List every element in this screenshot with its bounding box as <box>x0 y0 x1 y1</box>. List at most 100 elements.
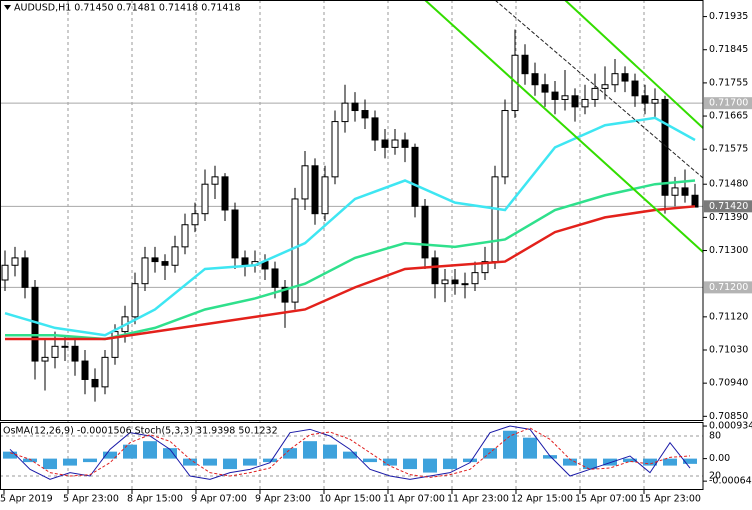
candle-body <box>151 257 159 263</box>
candle-body <box>91 378 99 388</box>
y-tick-label: 0.71120 <box>709 311 748 322</box>
candle-body <box>661 98 669 196</box>
candle-body <box>311 165 319 215</box>
osma-bar <box>183 458 197 466</box>
x-tick-label: 11 Apr 07:00 <box>383 494 445 505</box>
candle-body <box>471 272 479 285</box>
candle-body <box>371 117 379 141</box>
y-tick-label: 0.71755 <box>709 77 748 88</box>
candle-body <box>181 224 189 248</box>
osma-bar <box>623 458 637 463</box>
osma-bar <box>23 458 37 463</box>
candle-body <box>221 176 229 211</box>
osma-bar <box>443 458 457 470</box>
x-tick-label: 9 Apr 07:00 <box>191 494 247 505</box>
osma-bar <box>223 458 237 470</box>
candle-body <box>501 110 509 178</box>
x-tick-label: 9 Apr 23:00 <box>255 494 311 505</box>
y-tick-label: 0.71480 <box>709 179 748 190</box>
osma-bar <box>423 458 437 473</box>
candle-body <box>441 279 449 285</box>
candle-body <box>331 121 339 178</box>
osc-y2-tick-label: 80 <box>709 431 721 442</box>
price-frame <box>0 0 704 421</box>
candle-body <box>111 331 119 358</box>
y-tick-label: 0.71390 <box>709 212 748 223</box>
osma-bar <box>343 451 357 459</box>
y-tick-label: 0.70940 <box>709 378 748 389</box>
candle-body <box>381 139 389 148</box>
x-tick-label: 8 Apr 15:00 <box>127 494 183 505</box>
osc-y-tick-label: 0.000934 <box>709 421 752 432</box>
symbol-icon <box>4 5 11 10</box>
candle-body <box>271 268 279 288</box>
osma-bar <box>503 430 517 459</box>
level-label: 0.71200 <box>709 282 748 293</box>
y-tick-label: 0.71030 <box>709 345 748 356</box>
candle-body <box>561 95 569 100</box>
osma-bar <box>203 458 217 466</box>
osc-y-tick-label: -0.000646 <box>709 476 752 487</box>
candle-body <box>141 257 149 285</box>
level-label-box <box>704 281 752 294</box>
stoch-signal-line <box>9 427 691 478</box>
osc-y-tick-label: 0.00 <box>709 453 730 464</box>
candle-body <box>591 87 599 100</box>
osma-bar <box>243 458 257 466</box>
candle-body <box>521 54 529 75</box>
candle-body <box>611 73 619 86</box>
level-label: 0.71420 <box>709 201 748 212</box>
candle-body <box>21 257 29 288</box>
x-tick-label: 12 Apr 15:00 <box>511 494 573 505</box>
osma-bar <box>523 437 537 459</box>
candle-body <box>41 356 49 362</box>
osma-bar <box>603 458 617 466</box>
candle-body <box>301 165 309 200</box>
candle-body <box>671 187 679 196</box>
candle-body <box>211 176 219 185</box>
candle-body <box>581 98 589 108</box>
osma-bar <box>483 448 497 459</box>
candle-body <box>641 95 649 104</box>
osma-bar <box>663 458 677 466</box>
candle-body <box>451 279 459 285</box>
candle-body <box>491 176 499 263</box>
osma-bar <box>263 458 277 463</box>
candle-body <box>101 356 109 388</box>
candle-body <box>411 146 419 207</box>
candle-body <box>191 213 199 226</box>
y-tick-label: 0.71935 <box>709 11 748 22</box>
osma-bar <box>123 444 137 459</box>
x-tick-label: 15 Apr 23:00 <box>639 494 701 505</box>
candle-body <box>11 257 19 266</box>
candle-body <box>541 84 549 93</box>
price-panel <box>0 29 703 402</box>
osma-bar <box>563 458 577 466</box>
candle-body <box>51 345 59 358</box>
y-tick-label: 0.71665 <box>709 111 748 122</box>
y-tick-label: 0.71845 <box>709 44 748 55</box>
y-tick-label: 0.71300 <box>709 245 748 256</box>
osma-bar <box>323 444 337 459</box>
x-tick-label: 5 Apr 23:00 <box>63 494 119 505</box>
osma-bar <box>363 458 377 463</box>
trend-line <box>424 0 704 253</box>
osma-bar <box>283 448 297 459</box>
level-label: 0.71700 <box>709 98 748 109</box>
osma-bar <box>63 458 77 466</box>
candle-body <box>351 102 359 112</box>
osc-frame <box>0 422 704 490</box>
osma-bar <box>83 458 97 463</box>
candle-body <box>631 80 639 97</box>
trend-line <box>564 0 704 129</box>
candle-body <box>281 286 289 303</box>
y-tick-label: 0.71575 <box>709 144 748 155</box>
osma-bar <box>163 448 177 459</box>
candle-body <box>321 176 329 215</box>
candle-body <box>71 345 79 362</box>
level-label-box <box>704 200 752 213</box>
osma-bar <box>463 458 477 463</box>
trend-line <box>494 0 704 179</box>
x-tick-label: 15 Apr 07:00 <box>575 494 637 505</box>
